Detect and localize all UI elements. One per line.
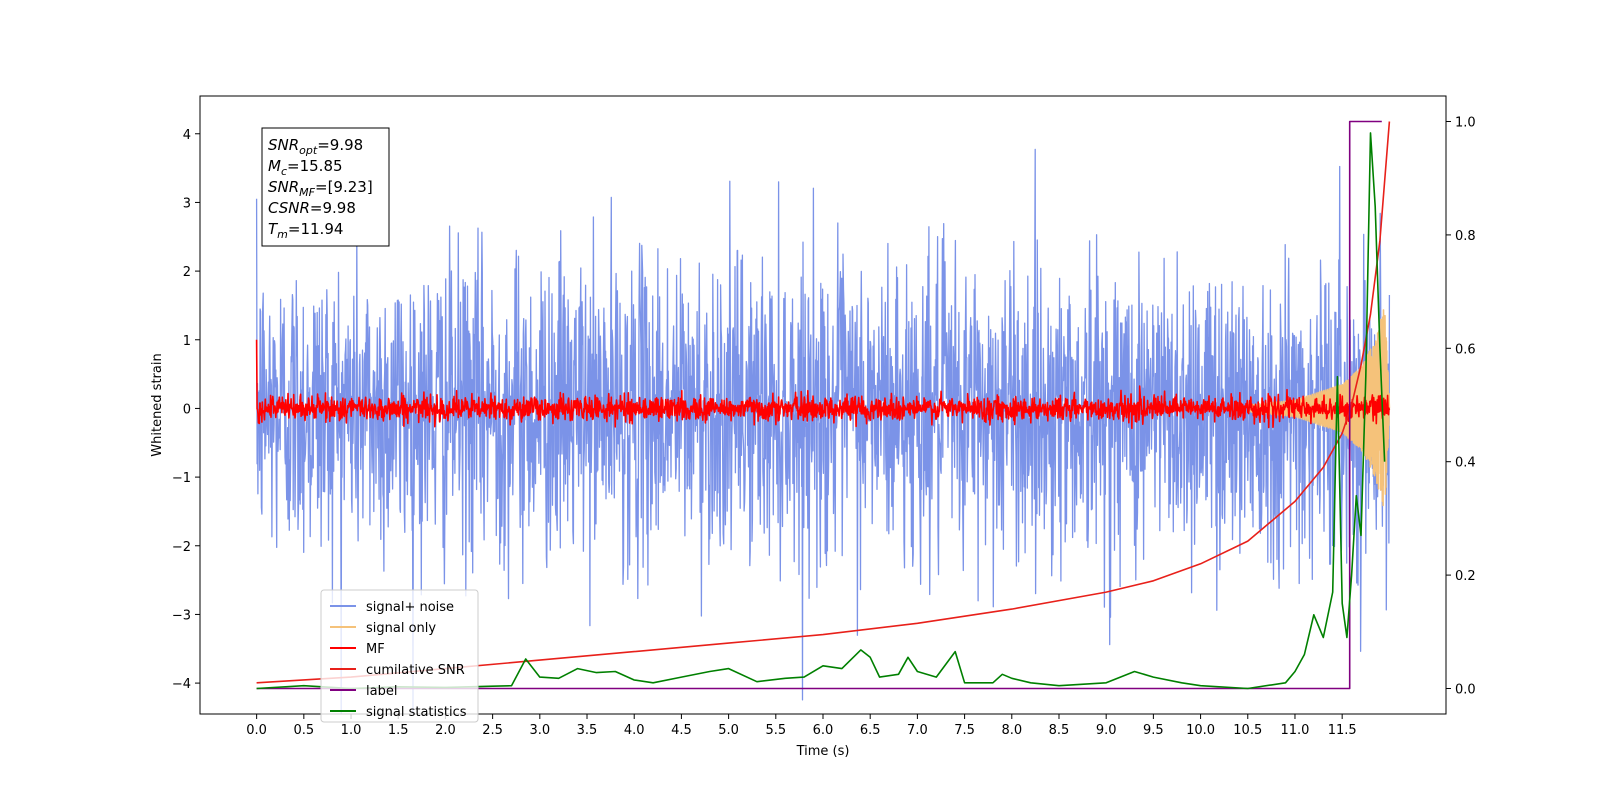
y-tick-label: 1 [183,334,191,349]
y-tick-label: −2 [172,540,191,555]
y-tick-label: −4 [172,677,191,692]
x-tick-label: 9.5 [1143,723,1164,738]
legend-label-mf: MF [366,642,385,657]
x-tick-label: 2.0 [435,723,456,738]
legend-box [320,589,479,723]
x-tick-label: 11.5 [1328,723,1357,738]
y-axis-label: Whitened strain [150,353,165,456]
legend-label-signal-only: signal only [366,621,436,636]
x-tick-label: 9.0 [1096,723,1117,738]
annotation-line: Tm=11.94 [268,220,343,241]
y-tick-label: 2 [183,265,191,280]
x-tick-label: 7.5 [954,723,975,738]
legend: signal+ noise signal only MF cumilative SNR… [320,589,479,723]
y2-tick-label: 0.8 [1455,229,1476,244]
annotation-line: SNRopt=9.98 [268,136,363,157]
series-mf [255,339,1391,430]
series-signal-statistics [256,132,1386,690]
x-tick-label: 11.0 [1280,723,1309,738]
y2-tick-label: 0.4 [1455,456,1476,471]
series-label [256,120,1382,690]
x-tick-label: 10.5 [1233,723,1262,738]
annotation-line: SNRMF=[9.23] [268,178,373,199]
series-cumilative-snr [256,121,1391,684]
y2-tick-label: 0.0 [1455,682,1476,697]
x-tick-label: 6.0 [813,723,834,738]
annotation-line: Mc=15.85 [268,157,343,178]
y-tick-label: −3 [172,608,191,623]
legend-label-label: label [366,684,397,699]
plot-area [255,120,1391,714]
legend-label-signal-noise: signal+ noise [366,600,454,615]
y-tick-label: 4 [183,128,191,143]
y-axis-right: 0.0 0.2 0.4 0.6 0.8 1.0 [1446,116,1476,697]
y-tick-label: −1 [172,471,191,486]
series-signal-noise [255,148,1391,714]
y2-tick-label: 0.6 [1455,342,1476,357]
x-tick-label: 3.0 [529,723,550,738]
annotation-line: CSNR=9.98 [268,199,356,217]
x-tick-label: 6.5 [860,723,881,738]
y-tick-label: 0 [183,402,191,417]
x-axis: 0.0 0.5 1.0 1.5 2.0 2.5 3.0 3.5 4.0 4.5 5.0 5.5 6.0 6… [246,714,1357,738]
annotation-box [261,127,390,247]
y-axis-left: −4 −3 −2 −1 0 1 2 3 4 [172,128,200,692]
x-tick-label: 2.5 [482,723,503,738]
x-tick-label: 0.0 [246,723,267,738]
x-axis-label: Time (s) [796,744,850,759]
y2-tick-label: 1.0 [1455,116,1476,131]
x-tick-label: 1.0 [341,723,362,738]
y2-tick-label: 0.2 [1455,569,1476,584]
x-tick-label: 5.5 [765,723,786,738]
x-tick-label: 8.5 [1049,723,1070,738]
stats-annotation: SNRopt=9.98Mc=15.85SNRMF=[9.23]CSNR=9.98… [261,127,390,247]
x-tick-label: 7.0 [907,723,928,738]
y-tick-label: 3 [183,196,191,211]
x-tick-label: 1.5 [388,723,409,738]
x-tick-label: 0.5 [293,723,314,738]
legend-label-signal-statistics: signal statistics [366,705,467,720]
x-tick-label: 5.0 [718,723,739,738]
x-tick-label: 10.0 [1186,723,1215,738]
x-tick-label: 8.0 [1001,723,1022,738]
legend-label-cumilative-snr: cumilative SNR [366,663,465,678]
x-tick-label: 4.5 [671,723,692,738]
x-tick-label: 4.0 [624,723,645,738]
x-tick-label: 3.5 [577,723,598,738]
